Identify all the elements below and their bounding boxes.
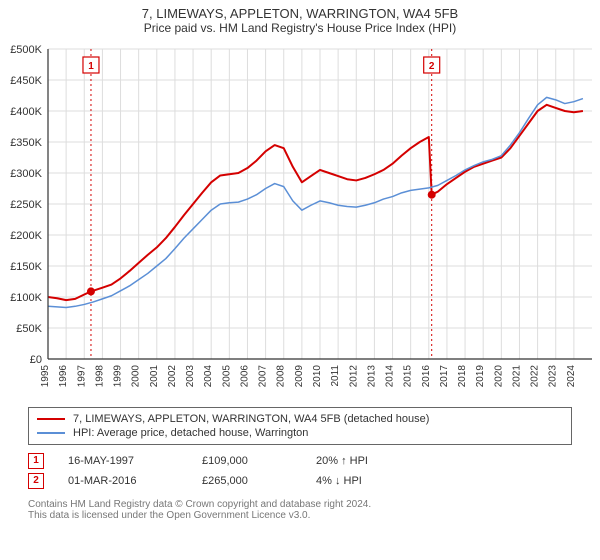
- svg-text:2002: 2002: [167, 365, 178, 388]
- svg-text:1995: 1995: [40, 365, 51, 388]
- footer-line-2: This data is licensed under the Open Gov…: [28, 510, 572, 521]
- svg-text:2001: 2001: [149, 365, 160, 388]
- chart-subtitle: Price paid vs. HM Land Registry's House …: [0, 21, 600, 39]
- svg-text:1: 1: [88, 61, 94, 72]
- legend-swatch: [37, 432, 65, 434]
- svg-text:2008: 2008: [276, 365, 287, 388]
- svg-text:2013: 2013: [366, 365, 377, 388]
- svg-text:2019: 2019: [475, 365, 486, 388]
- svg-text:2015: 2015: [403, 365, 414, 388]
- line-chart-svg: £0 £50K £100K £150K £200K £250K £300K £350K £400…: [0, 39, 600, 399]
- svg-text:2012: 2012: [348, 365, 359, 388]
- marker-date: 01-MAR-2016: [68, 475, 178, 487]
- svg-text:£50K: £50K: [16, 323, 42, 335]
- svg-text:2000: 2000: [131, 365, 142, 388]
- svg-text:1996: 1996: [58, 365, 69, 388]
- svg-text:£300K: £300K: [10, 168, 42, 180]
- svg-text:1998: 1998: [94, 365, 105, 388]
- svg-text:£150K: £150K: [10, 261, 42, 273]
- marker-price: £265,000: [202, 475, 292, 487]
- svg-text:£450K: £450K: [10, 75, 42, 87]
- chart-title: 7, LIMEWAYS, APPLETON, WARRINGTON, WA4 5…: [0, 0, 600, 21]
- marker-id-box: 1: [28, 453, 44, 469]
- svg-text:£200K: £200K: [10, 230, 42, 242]
- marker-delta: 20% ↑ HPI: [316, 455, 368, 467]
- svg-text:2010: 2010: [312, 365, 323, 388]
- marker-row: 1 16-MAY-1997 £109,000 20% ↑ HPI: [28, 451, 572, 471]
- svg-text:2021: 2021: [511, 365, 522, 388]
- svg-text:2016: 2016: [421, 365, 432, 388]
- legend-row: HPI: Average price, detached house, Warr…: [37, 426, 563, 440]
- sale-marker-table: 1 16-MAY-1997 £109,000 20% ↑ HPI 2 01-MAR-201…: [28, 451, 572, 491]
- svg-text:2023: 2023: [548, 365, 559, 388]
- svg-text:2009: 2009: [294, 365, 305, 388]
- svg-text:2004: 2004: [203, 365, 214, 388]
- svg-text:£250K: £250K: [10, 199, 42, 211]
- svg-text:1999: 1999: [113, 365, 124, 388]
- chart-container: 7, LIMEWAYS, APPLETON, WARRINGTON, WA4 5…: [0, 0, 600, 521]
- svg-text:£0: £0: [30, 354, 42, 366]
- footer-line-1: Contains HM Land Registry data © Crown c…: [28, 499, 572, 510]
- svg-text:2007: 2007: [258, 365, 269, 388]
- svg-text:2017: 2017: [439, 365, 450, 388]
- svg-text:£500K: £500K: [10, 44, 42, 56]
- svg-text:2020: 2020: [493, 365, 504, 388]
- chart-plot-area: £0 £50K £100K £150K £200K £250K £300K £350K £400…: [0, 39, 600, 399]
- legend: 7, LIMEWAYS, APPLETON, WARRINGTON, WA4 5…: [28, 407, 572, 445]
- marker-row: 2 01-MAR-2016 £265,000 4% ↓ HPI: [28, 471, 572, 491]
- svg-text:2006: 2006: [239, 365, 250, 388]
- legend-row: 7, LIMEWAYS, APPLETON, WARRINGTON, WA4 5…: [37, 412, 563, 426]
- footer-attribution: Contains HM Land Registry data © Crown c…: [28, 499, 572, 521]
- marker-delta: 4% ↓ HPI: [316, 475, 362, 487]
- legend-label: 7, LIMEWAYS, APPLETON, WARRINGTON, WA4 5…: [73, 413, 429, 425]
- svg-text:2018: 2018: [457, 365, 468, 388]
- marker-price: £109,000: [202, 455, 292, 467]
- marker-id-box: 2: [28, 473, 44, 489]
- svg-text:£400K: £400K: [10, 106, 42, 118]
- marker-date: 16-MAY-1997: [68, 455, 178, 467]
- svg-text:2014: 2014: [385, 365, 396, 388]
- svg-text:2: 2: [429, 61, 435, 72]
- svg-text:2011: 2011: [330, 365, 341, 387]
- svg-text:2005: 2005: [221, 365, 232, 388]
- svg-text:1997: 1997: [76, 365, 87, 388]
- svg-text:£100K: £100K: [10, 292, 42, 304]
- svg-text:2022: 2022: [530, 365, 541, 388]
- legend-swatch: [37, 418, 65, 420]
- svg-text:£350K: £350K: [10, 137, 42, 149]
- svg-text:2024: 2024: [566, 365, 577, 388]
- legend-label: HPI: Average price, detached house, Warr…: [73, 427, 308, 439]
- svg-text:2003: 2003: [185, 365, 196, 388]
